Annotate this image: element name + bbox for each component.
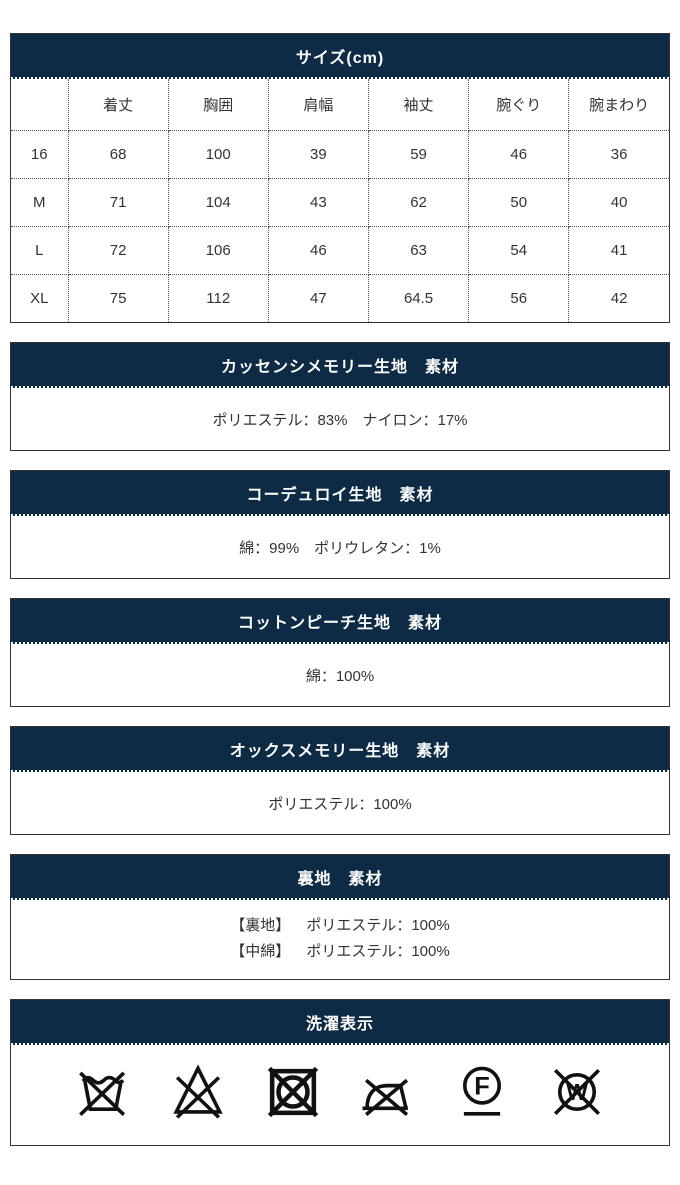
table-row: 16 68 100 39 59 46 36 bbox=[11, 130, 669, 179]
material-section-body: ポリエステル：100% bbox=[268, 795, 412, 813]
lining-row: 【中綿】 ポリエステル：100% bbox=[230, 939, 449, 965]
col-header-armhole: 腕ぐり bbox=[468, 79, 570, 131]
cell: 71 bbox=[67, 178, 169, 227]
material-section-title: オックスメモリー生地 素材 bbox=[11, 727, 669, 772]
lining-value: ポリエステル：100% bbox=[306, 917, 450, 934]
material-section-body: 綿：100% bbox=[305, 667, 375, 685]
cell: 62 bbox=[367, 178, 470, 227]
col-header-chest: 胸囲 bbox=[167, 79, 269, 131]
do-not-bleach-icon bbox=[173, 1064, 223, 1119]
size-table-section: サイズ(cm) 着丈 胸囲 肩幅 袖丈 腕ぐり 腕まわり 16 68 100 bbox=[10, 33, 670, 323]
cell: 68 bbox=[67, 130, 169, 179]
cell: 41 bbox=[568, 226, 669, 275]
lining-rows: 【裏地】 ポリエステル：100% 【中綿】 ポリエステル：100% bbox=[230, 913, 449, 965]
size-table: 着丈 胸囲 肩幅 袖丈 腕ぐり 腕まわり 16 68 100 39 59 46 … bbox=[11, 79, 669, 322]
cell: 106 bbox=[167, 226, 269, 275]
lining-section-title: 裏地 素材 bbox=[11, 855, 669, 900]
cell: 56 bbox=[468, 274, 570, 322]
svg-text:F: F bbox=[474, 1073, 490, 1101]
do-not-tumble-dry-icon bbox=[267, 1066, 318, 1118]
cell: 46 bbox=[468, 130, 570, 179]
lining-section: 裏地 素材 【裏地】 ポリエステル：100% 【中綿】 ポリエステル：100% bbox=[10, 854, 670, 980]
material-section-corduroy: コーデュロイ生地 素材 綿：99% ポリウレタン：1% bbox=[10, 470, 670, 579]
cell: 75 bbox=[67, 274, 169, 322]
do-not-wet-clean-icon: W bbox=[554, 1068, 601, 1116]
size-table-title: サイズ(cm) bbox=[11, 34, 669, 79]
cell: 50 bbox=[468, 178, 570, 227]
lining-label: 【裏地】 bbox=[230, 917, 291, 934]
col-header-shoulder: 肩幅 bbox=[267, 79, 369, 131]
care-section-title: 洗濯表示 bbox=[11, 1000, 669, 1045]
size-label: L bbox=[11, 226, 69, 275]
do-not-wash-icon bbox=[78, 1071, 125, 1116]
dry-clean-petroleum-gentle-icon: F bbox=[463, 1066, 502, 1116]
material-section-body: ポリエステル：83% ナイロン：17% bbox=[212, 411, 468, 429]
cell: 72 bbox=[67, 226, 169, 275]
cell: 63 bbox=[367, 226, 470, 275]
lining-label: 【中綿】 bbox=[230, 943, 291, 960]
cell: 64.5 bbox=[367, 274, 470, 322]
table-row: M 71 104 43 62 50 40 bbox=[11, 178, 669, 227]
cell: 39 bbox=[267, 130, 369, 179]
lining-section-body: 【裏地】 ポリエステル：100% 【中綿】 ポリエステル：100% bbox=[11, 900, 669, 979]
lining-value: ポリエステル：100% bbox=[306, 943, 450, 960]
do-not-iron-icon bbox=[362, 1078, 409, 1117]
material-section-body: 綿：99% ポリウレタン：1% bbox=[239, 539, 441, 557]
cell: 112 bbox=[167, 274, 269, 322]
size-label: M bbox=[11, 178, 69, 227]
table-row: XL 75 112 47 64.5 56 42 bbox=[11, 274, 669, 322]
care-section: 洗濯表示 bbox=[10, 999, 670, 1146]
care-symbols-row: F W bbox=[11, 1045, 669, 1145]
cell: 54 bbox=[468, 226, 570, 275]
material-section-ox-memory: オックスメモリー生地 素材 ポリエステル：100% bbox=[10, 726, 670, 835]
material-section-kassen: カッセンシメモリー生地 素材 ポリエステル：83% ナイロン：17% bbox=[10, 342, 670, 451]
size-label: 16 bbox=[11, 130, 69, 179]
size-table-header-row: 着丈 胸囲 肩幅 袖丈 腕ぐり 腕まわり bbox=[11, 79, 669, 131]
col-header-blank bbox=[11, 79, 69, 131]
lining-row: 【裏地】 ポリエステル：100% bbox=[230, 913, 449, 939]
table-row: L 72 106 46 63 54 41 bbox=[11, 226, 669, 275]
cell: 47 bbox=[267, 274, 369, 322]
cell: 36 bbox=[568, 130, 669, 179]
material-section-title: カッセンシメモリー生地 素材 bbox=[11, 343, 669, 388]
col-header-arm-width: 腕まわり bbox=[568, 79, 669, 131]
cell: 46 bbox=[267, 226, 369, 275]
cell: 42 bbox=[568, 274, 669, 322]
material-section-title: コットンピーチ生地 素材 bbox=[11, 599, 669, 644]
cell: 43 bbox=[267, 178, 369, 227]
cell: 104 bbox=[167, 178, 269, 227]
col-header-length: 着丈 bbox=[67, 79, 169, 131]
material-section-cotton-peach: コットンピーチ生地 素材 綿：100% bbox=[10, 598, 670, 707]
cell: 100 bbox=[167, 130, 269, 179]
cell: 40 bbox=[568, 178, 669, 227]
col-header-sleeve: 袖丈 bbox=[367, 79, 470, 131]
size-label: XL bbox=[11, 274, 69, 322]
material-section-title: コーデュロイ生地 素材 bbox=[11, 471, 669, 516]
cell: 59 bbox=[367, 130, 470, 179]
